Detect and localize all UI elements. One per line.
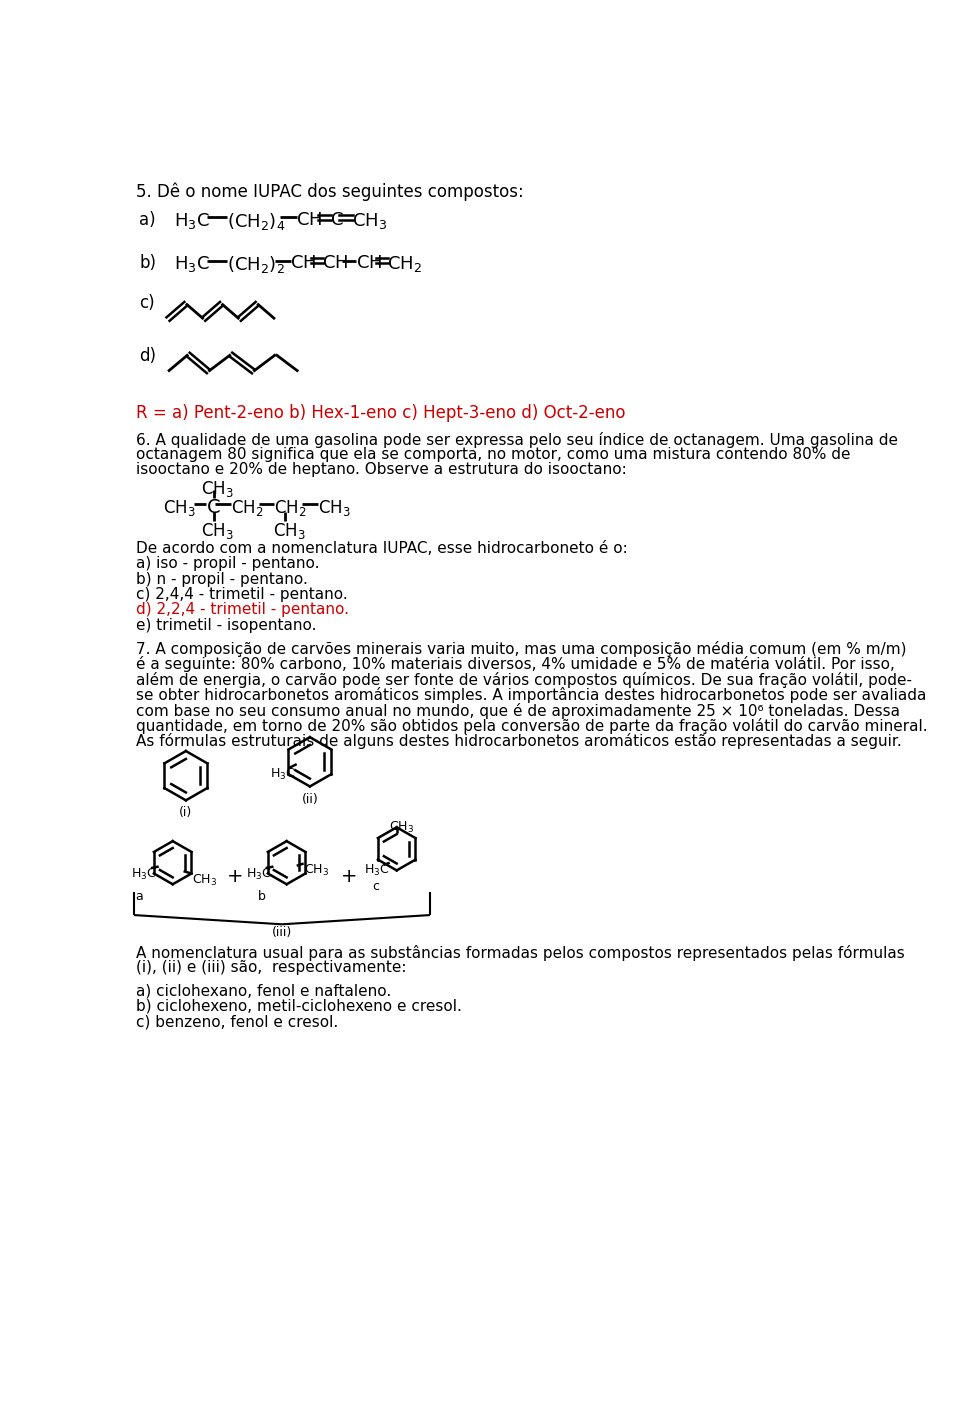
Text: $\mathregular{(CH_2)_2}$: $\mathregular{(CH_2)_2}$ [227, 254, 285, 275]
Text: b: b [258, 890, 266, 903]
Text: a): a) [139, 211, 156, 230]
Text: b) ciclohexeno, metil-ciclohexeno e cresol.: b) ciclohexeno, metil-ciclohexeno e cres… [135, 999, 462, 1015]
Text: isooctano e 20% de heptano. Observe a estrutura do isooctano:: isooctano e 20% de heptano. Observe a es… [135, 462, 626, 477]
Text: 7. A composição de carvões minerais varia muito, mas uma composição média comum : 7. A composição de carvões minerais vari… [135, 641, 906, 656]
Text: As fórmulas estruturais de alguns destes hidrocarbonetos aromáticos estão repres: As fórmulas estruturais de alguns destes… [135, 733, 901, 749]
Text: +: + [227, 866, 243, 886]
Text: com base no seu consumo anual no mundo, que é de aproximadamente 25 × 10⁶ tonela: com base no seu consumo anual no mundo, … [135, 702, 900, 719]
Text: $\mathregular{CH_2}$: $\mathregular{CH_2}$ [388, 254, 422, 274]
Text: +: + [341, 866, 358, 886]
Text: A nomenclatura usual para as substâncias formadas pelos compostos representados : A nomenclatura usual para as substâncias… [135, 945, 904, 962]
Text: $\mathregular{H_3C}$: $\mathregular{H_3C}$ [246, 866, 271, 882]
Text: $\mathregular{H_3C}$: $\mathregular{H_3C}$ [270, 766, 295, 782]
Text: R = a) Pent-2-eno b) Hex-1-eno c) Hept-3-eno d) Oct-2-eno: R = a) Pent-2-eno b) Hex-1-eno c) Hept-3… [135, 404, 625, 422]
Text: $\mathregular{H_3C}$: $\mathregular{H_3C}$ [131, 866, 156, 882]
Text: $\mathregular{CH_3}$: $\mathregular{CH_3}$ [304, 863, 329, 878]
Text: quantidade, em torno de 20% são obtidos pela conversão de parte da fração voláti: quantidade, em torno de 20% são obtidos … [135, 718, 927, 733]
Text: $\mathregular{CH}$: $\mathregular{CH}$ [355, 254, 382, 273]
Text: $\mathregular{CH_3}$: $\mathregular{CH_3}$ [192, 873, 217, 888]
Text: $\mathregular{CH_3}$: $\mathregular{CH_3}$ [389, 819, 414, 835]
Text: é a seguinte: 80% carbono, 10% materiais diversos, 4% umidade e 5% de matéria vo: é a seguinte: 80% carbono, 10% materiais… [135, 656, 895, 672]
Text: a) ciclohexano, fenol e naftaleno.: a) ciclohexano, fenol e naftaleno. [135, 983, 391, 999]
Text: e) trimetil - isopentano.: e) trimetil - isopentano. [135, 618, 316, 632]
Text: $\mathregular{CH}$: $\mathregular{CH}$ [323, 254, 348, 273]
Text: se obter hidrocarbonetos aromáticos simples. A importância destes hidrocarboneto: se obter hidrocarbonetos aromáticos simp… [135, 688, 925, 704]
Text: d) 2,2,4 - trimetil - pentano.: d) 2,2,4 - trimetil - pentano. [135, 602, 348, 618]
Text: De acordo com a nomenclatura IUPAC, esse hidrocarboneto é o:: De acordo com a nomenclatura IUPAC, esse… [135, 541, 627, 557]
Text: 6. A qualidade de uma gasolina pode ser expressa pelo seu índice de octanagem. U: 6. A qualidade de uma gasolina pode ser … [135, 431, 898, 448]
Text: $\mathregular{C}$: $\mathregular{C}$ [206, 498, 221, 517]
Text: a: a [135, 890, 143, 903]
Text: $\mathregular{H_3C}$: $\mathregular{H_3C}$ [175, 211, 210, 231]
Text: c) benzeno, fenol e cresol.: c) benzeno, fenol e cresol. [135, 1015, 338, 1029]
Text: $\mathregular{CH_3}$: $\mathregular{CH_3}$ [318, 498, 350, 518]
Text: b) n - propil - pentano.: b) n - propil - pentano. [135, 572, 307, 586]
Text: $\mathregular{H_3C}$: $\mathregular{H_3C}$ [364, 863, 390, 878]
Text: (i): (i) [180, 806, 193, 819]
Text: $\mathregular{CH_3}$: $\mathregular{CH_3}$ [202, 521, 234, 541]
Text: c): c) [139, 294, 155, 313]
Text: b): b) [139, 254, 156, 273]
Text: (ii): (ii) [301, 792, 319, 806]
Text: $\mathregular{(CH_2)_4}$: $\mathregular{(CH_2)_4}$ [227, 211, 285, 233]
Text: $\mathregular{CH_3}$: $\mathregular{CH_3}$ [202, 479, 234, 499]
Text: d): d) [139, 347, 156, 365]
Text: $\mathregular{CH_3}$: $\mathregular{CH_3}$ [351, 211, 387, 231]
Text: $\mathregular{CH_2}$: $\mathregular{CH_2}$ [275, 498, 307, 518]
Text: $\mathregular{CH_3}$: $\mathregular{CH_3}$ [162, 498, 196, 518]
Text: $\mathregular{CH_2}$: $\mathregular{CH_2}$ [230, 498, 263, 518]
Text: c) 2,4,4 - trimetil - pentano.: c) 2,4,4 - trimetil - pentano. [135, 586, 348, 602]
Text: 5. Dê o nome IUPAC dos seguintes compostos:: 5. Dê o nome IUPAC dos seguintes compost… [135, 183, 523, 201]
Text: $\mathregular{H_3C}$: $\mathregular{H_3C}$ [175, 254, 210, 274]
Text: c: c [372, 879, 379, 893]
Text: $\mathregular{C}$: $\mathregular{C}$ [330, 211, 344, 230]
Text: além de energia, o carvão pode ser fonte de vários compostos químicos. De sua fr: além de energia, o carvão pode ser fonte… [135, 672, 911, 688]
Text: (iii): (iii) [272, 926, 292, 939]
Text: octanagem 80 significa que ela se comporta, no motor, como uma mistura contendo : octanagem 80 significa que ela se compor… [135, 447, 850, 462]
Text: $\mathregular{CH_3}$: $\mathregular{CH_3}$ [274, 521, 306, 541]
Text: a) iso - propil - pentano.: a) iso - propil - pentano. [135, 557, 319, 571]
Text: $\mathregular{CH}$: $\mathregular{CH}$ [290, 254, 316, 273]
Text: (i), (ii) e (iii) são,  respectivamente:: (i), (ii) e (iii) são, respectivamente: [135, 960, 406, 976]
Text: $\mathregular{CH}$: $\mathregular{CH}$ [296, 211, 323, 230]
